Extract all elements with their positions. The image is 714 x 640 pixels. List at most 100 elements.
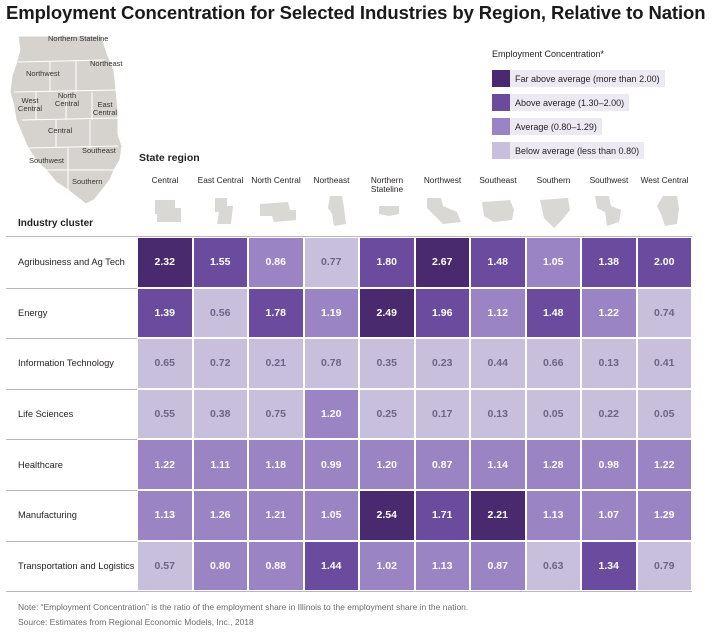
column-header: Southeast [479,175,517,185]
heatmap-cell: 1.19 [303,287,359,339]
row-label: Healthcare [18,459,63,470]
heatmap-cell: 1.48 [525,287,581,339]
heatmap-cell: 1.28 [525,439,581,490]
heatmap-cell: 0.78 [303,338,359,389]
legend-item: Average (0.80–1.29) [492,118,602,135]
region-silhouette [193,194,249,230]
heatmap-cell: 1.22 [137,439,193,490]
column-header: Northwest [423,175,462,185]
heatmap-cell: 1.05 [303,490,359,541]
heatmap-cell: 1.02 [359,540,415,592]
heatmap-cell: 0.74 [636,287,692,339]
heatmap-cell: 0.35 [359,338,415,389]
footnote: Note: “Employment Concentration” is the … [18,602,469,612]
map-label-east-central: East Central [92,100,118,117]
heatmap-cell: 1.22 [636,439,692,490]
heatmap-cell: 1.78 [248,287,304,339]
column-header: North Central [251,175,301,185]
heatmap-cell: 1.38 [581,237,637,288]
heatmap-cell: 1.07 [581,490,637,541]
legend-swatch-far-above [492,70,510,87]
column-header: East Central [197,175,244,185]
heatmap-cell: 0.56 [192,287,248,339]
heatmap-cell: 0.41 [636,338,692,389]
heatmap-cell: 2.67 [414,237,470,288]
column-header: Northeast [313,175,350,185]
heatmap-cell: 1.14 [470,439,526,490]
heatmap-cell: 0.22 [581,388,637,440]
map-label-north-central: North Central [54,91,80,108]
region-silhouette [248,194,304,230]
heatmap-cell: 0.98 [581,439,637,490]
heatmap-cell: 1.48 [470,237,526,288]
column-header: Southern [536,175,571,185]
heatmap-cell: 1.55 [192,237,248,288]
heatmap-cell: 0.77 [303,237,359,288]
map-label-northeast: Northeast [90,59,123,68]
grid-top-rule [6,236,692,237]
row-label: Energy [18,307,48,318]
row-label: Information Technology [18,358,114,369]
heatmap-cell: 1.21 [248,490,304,541]
heatmap-cell: 1.20 [303,388,359,440]
heatmap-cell: 0.57 [137,540,193,592]
heatmap-cell: 2.49 [359,287,415,339]
heatmap-cell: 1.20 [359,439,415,490]
legend-label: Average (0.80–1.29) [510,118,602,135]
legend-swatch-below [492,142,510,159]
map-label-central: Central [48,126,73,135]
heatmap-cell: 0.86 [248,237,304,288]
heatmap-cell: 1.29 [636,490,692,541]
state-region-heading: State region [139,152,200,164]
heatmap-cell: 1.13 [137,490,193,541]
row-label: Agribusiness and Ag Tech [18,257,125,268]
illinois-map-shape [9,35,123,205]
heatmap-cell: 0.38 [192,388,248,440]
legend-swatch-above [492,94,510,111]
heatmap-cell: 2.54 [359,490,415,541]
heatmap-cell: 0.25 [359,388,415,440]
legend-label: Above average (1.30–2.00) [510,94,630,111]
column-header: Southwest [589,175,629,185]
column-header: West Central [640,175,689,185]
heatmap-cell: 0.63 [525,540,581,592]
heatmap-cell: 1.13 [525,490,581,541]
heatmap-cell: 0.99 [303,439,359,490]
heatmap-cell: 2.00 [636,237,692,288]
region-silhouette [359,194,415,230]
heatmap-cell: 0.79 [636,540,692,592]
heatmap-cell: 0.80 [192,540,248,592]
heatmap-cell: 1.05 [525,237,581,288]
region-silhouette [415,194,471,230]
heatmap-cell: 0.23 [414,338,470,389]
heatmap-cell: 1.18 [248,439,304,490]
heatmap-cell: 2.32 [137,237,193,288]
heatmap-cell: 1.13 [414,540,470,592]
legend-swatch-average [492,118,510,135]
heatmap-cell: 1.12 [470,287,526,339]
map-label-northwest: Northwest [26,69,60,78]
column-header: Central [151,175,179,185]
heatmap-cell: 0.65 [137,338,193,389]
heatmap-cell: 1.34 [581,540,637,592]
heatmap-cell: 0.72 [192,338,248,389]
heatmap-cell: 0.05 [636,388,692,440]
region-silhouette [470,194,526,230]
region-silhouette [581,194,637,230]
heatmap-cell: 0.75 [248,388,304,440]
column-header: Northern Stateline [370,175,404,194]
heatmap-cell: 0.21 [248,338,304,389]
heatmap-cell: 0.44 [470,338,526,389]
legend-item: Far above average (more than 2.00) [492,70,665,87]
heatmap-cell: 0.13 [470,388,526,440]
row-label: Life Sciences [18,409,74,420]
heatmap-cell: 0.05 [525,388,581,440]
legend-label: Below average (less than 0.80) [510,142,645,159]
heatmap-cell: 0.87 [414,439,470,490]
region-silhouette [526,194,582,230]
heatmap-cell: 1.96 [414,287,470,339]
map-label-west-central: West Central [17,96,43,113]
row-label: Transportation and Logistics [18,560,135,571]
legend-item: Below average (less than 0.80) [492,142,645,159]
industry-cluster-heading: Industry cluster [18,218,94,229]
